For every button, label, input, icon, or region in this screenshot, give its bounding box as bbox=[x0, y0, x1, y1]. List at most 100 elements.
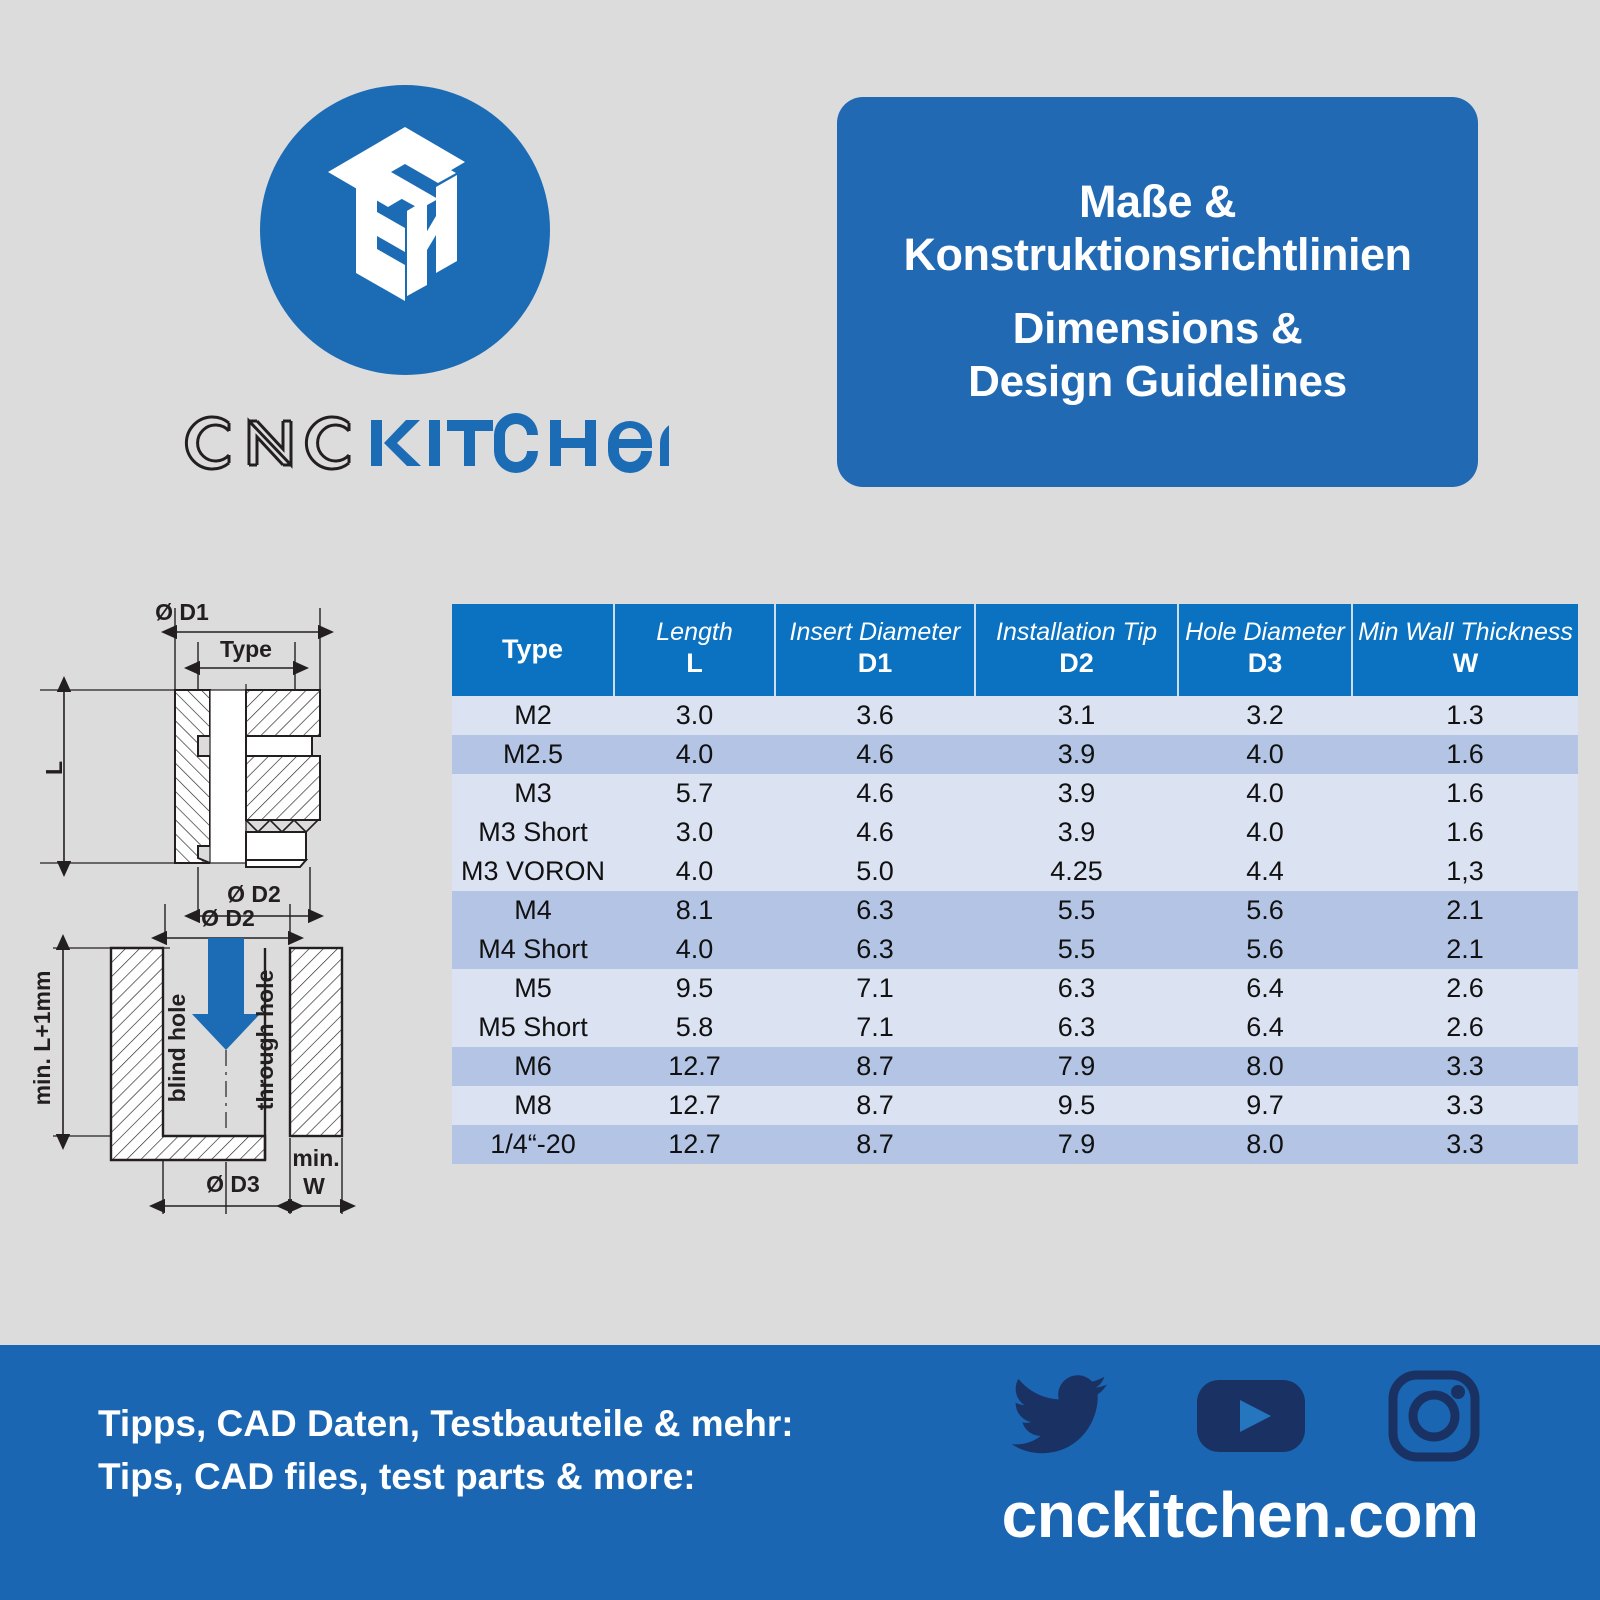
cell-l: 5.8 bbox=[614, 1008, 775, 1047]
label-d1: Ø D1 bbox=[155, 599, 209, 625]
table-row: M2 3.0 3.6 3.1 3.2 1.3 bbox=[452, 696, 1578, 735]
cell-d1: 7.1 bbox=[775, 1008, 975, 1047]
cell-type: 1/4“-20 bbox=[452, 1125, 614, 1164]
footer-text-block: Tipps, CAD Daten, Testbauteile & mehr: T… bbox=[98, 1398, 818, 1503]
column-header-hole-diameter: Hole Diameter D3 bbox=[1178, 604, 1353, 696]
label-through-hole: through hole bbox=[252, 970, 278, 1111]
cell-d3: 8.0 bbox=[1178, 1125, 1352, 1164]
cell-type: M6 bbox=[452, 1047, 614, 1086]
cell-w: 2.1 bbox=[1352, 891, 1578, 930]
cell-d2: 5.5 bbox=[975, 891, 1178, 930]
cell-l: 5.7 bbox=[614, 774, 775, 813]
column-header-type: Type bbox=[452, 604, 615, 696]
header-row: Type Length L Insert Diameter D1 Install… bbox=[452, 604, 1578, 696]
cell-type: M2.5 bbox=[452, 735, 614, 774]
cell-w: 3.3 bbox=[1352, 1086, 1578, 1125]
insert-drawing: Ø D1 Type L bbox=[40, 599, 334, 924]
cell-d3: 4.0 bbox=[1178, 774, 1352, 813]
title-english-line1: Dimensions & bbox=[1012, 304, 1303, 354]
column-header-insert-diameter: Insert Diameter D1 bbox=[775, 604, 976, 696]
cell-d3: 9.7 bbox=[1178, 1086, 1352, 1125]
label-d2-hole: Ø D2 bbox=[201, 905, 255, 931]
cell-d3: 3.2 bbox=[1178, 696, 1352, 735]
table-row: M8 12.7 8.7 9.5 9.7 3.3 bbox=[452, 1086, 1578, 1125]
label-l: L bbox=[41, 761, 67, 775]
cell-d3: 4.0 bbox=[1178, 735, 1352, 774]
table-row: M4 8.1 6.3 5.5 5.6 2.1 bbox=[452, 891, 1578, 930]
cell-d2: 3.9 bbox=[975, 813, 1178, 852]
cell-type: M3 Short bbox=[452, 813, 614, 852]
cell-w: 1.6 bbox=[1352, 735, 1578, 774]
label-blind-hole: blind hole bbox=[164, 994, 190, 1103]
brand-block bbox=[140, 85, 700, 505]
cell-d3: 5.6 bbox=[1178, 930, 1352, 969]
cell-type: M5 bbox=[452, 969, 614, 1008]
footer-line-german: Tipps, CAD Daten, Testbauteile & mehr: bbox=[98, 1403, 794, 1444]
label-d3: Ø D3 bbox=[206, 1171, 260, 1197]
cell-d3: 6.4 bbox=[1178, 1008, 1352, 1047]
table-body: M2 3.0 3.6 3.1 3.2 1.3 M2.5 4.0 4.6 3.9 4.0 1.6 M3 5.… bbox=[452, 696, 1578, 1164]
cell-d2: 3.1 bbox=[975, 696, 1178, 735]
cell-d1: 7.1 bbox=[775, 969, 975, 1008]
column-header-min-wall-thickness: Min Wall Thickness W bbox=[1352, 604, 1578, 696]
cell-type: M4 Short bbox=[452, 930, 614, 969]
table-row: M3 5.7 4.6 3.9 4.0 1.6 bbox=[452, 774, 1578, 813]
cell-d3: 6.4 bbox=[1178, 969, 1352, 1008]
label-w: W bbox=[303, 1173, 325, 1199]
cell-d2: 6.3 bbox=[975, 969, 1178, 1008]
cell-d2: 7.9 bbox=[975, 1047, 1178, 1086]
cell-d3: 5.6 bbox=[1178, 891, 1352, 930]
cell-w: 1.3 bbox=[1352, 696, 1578, 735]
cell-type: M3 bbox=[452, 774, 614, 813]
table-row: M2.5 4.0 4.6 3.9 4.0 1.6 bbox=[452, 735, 1578, 774]
youtube-icon[interactable] bbox=[1195, 1376, 1307, 1456]
cell-d2: 4.25 bbox=[975, 852, 1178, 891]
cell-w: 1,3 bbox=[1352, 852, 1578, 891]
twitter-icon[interactable] bbox=[1010, 1372, 1114, 1460]
cell-d1: 5.0 bbox=[775, 852, 975, 891]
instagram-icon[interactable] bbox=[1388, 1370, 1480, 1462]
cell-w: 3.3 bbox=[1352, 1125, 1578, 1164]
cell-d2: 3.9 bbox=[975, 735, 1178, 774]
title-german-line2: Konstruktionsrichtlinien bbox=[903, 229, 1412, 281]
column-header-installation-tip: Installation Tip D2 bbox=[975, 604, 1179, 696]
cell-d1: 4.6 bbox=[775, 813, 975, 852]
title-german-line1: Maße & bbox=[1078, 176, 1237, 228]
table-row: M3 VORON 4.0 5.0 4.25 4.4 1,3 bbox=[452, 852, 1578, 891]
cell-d2: 7.9 bbox=[975, 1125, 1178, 1164]
cell-w: 1.6 bbox=[1352, 813, 1578, 852]
cnc-kitchen-cube-logo-icon bbox=[260, 85, 550, 375]
cnc-kitchen-wordmark bbox=[140, 403, 700, 483]
cell-type: M5 Short bbox=[452, 1008, 614, 1047]
cell-w: 2.6 bbox=[1352, 1008, 1578, 1047]
cell-w: 2.1 bbox=[1352, 930, 1578, 969]
cell-l: 4.0 bbox=[614, 735, 775, 774]
technical-drawings: Ø D1 Type L bbox=[20, 580, 430, 1220]
cell-d1: 6.3 bbox=[775, 891, 975, 930]
cell-d1: 8.7 bbox=[775, 1125, 975, 1164]
cell-d1: 6.3 bbox=[775, 930, 975, 969]
cell-l: 4.0 bbox=[614, 852, 775, 891]
cell-l: 3.0 bbox=[614, 813, 775, 852]
cell-l: 3.0 bbox=[614, 696, 775, 735]
cell-d1: 8.7 bbox=[775, 1047, 975, 1086]
cell-d2: 5.5 bbox=[975, 930, 1178, 969]
cell-type: M2 bbox=[452, 696, 614, 735]
website-url[interactable]: cnckitchen.com bbox=[1001, 1479, 1479, 1551]
cell-l: 12.7 bbox=[614, 1125, 775, 1164]
column-header-length: Length L bbox=[614, 604, 776, 696]
title-banner: Maße & Konstruktionsrichtlinien Dimensio… bbox=[837, 97, 1478, 487]
cell-type: M4 bbox=[452, 891, 614, 930]
cell-d2: 9.5 bbox=[975, 1086, 1178, 1125]
social-links bbox=[1010, 1368, 1480, 1464]
cell-l: 12.7 bbox=[614, 1047, 775, 1086]
cell-d3: 8.0 bbox=[1178, 1047, 1352, 1086]
cell-d3: 4.0 bbox=[1178, 813, 1352, 852]
hole-drawing: Ø D2 min. L+1mm blind hole through hole bbox=[29, 904, 356, 1214]
specifications-table: Type Length L Insert Diameter D1 Install… bbox=[452, 604, 1578, 1164]
table-row: M4 Short 4.0 6.3 5.5 5.6 2.1 bbox=[452, 930, 1578, 969]
footer-bar: Tipps, CAD Daten, Testbauteile & mehr: T… bbox=[0, 1345, 1600, 1600]
label-d2-insert: Ø D2 bbox=[227, 881, 281, 907]
cell-type: M8 bbox=[452, 1086, 614, 1125]
label-min: min. bbox=[292, 1145, 339, 1171]
